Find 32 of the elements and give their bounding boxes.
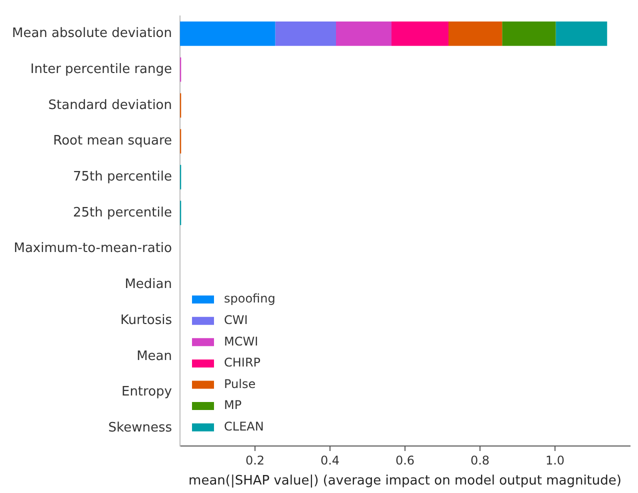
x-tick-label: 1.0 [545, 453, 565, 468]
bar [180, 22, 276, 46]
bar [556, 22, 608, 46]
y-tick-label: 25th percentile [72, 205, 172, 220]
legend-label: MP [224, 398, 242, 412]
bar [392, 22, 448, 46]
y-tick-label: Mean absolute deviation [12, 26, 172, 42]
legend-label: Pulse [224, 376, 256, 391]
x-tick-label: 0.2 [245, 453, 265, 468]
x-axis-title: mean(|SHAP value|) (average impact on model output magnitude) [188, 474, 622, 489]
bar [336, 22, 392, 46]
y-tick-label: Kurtosis [120, 312, 172, 328]
bar [502, 22, 556, 46]
legend-label: spoofing [224, 292, 276, 306]
legend-label: CLEAN [224, 419, 264, 434]
x-tick-label: 0.4 [320, 453, 340, 468]
y-tick-label: Mean [136, 348, 172, 364]
y-tick-label: Inter percentile range [30, 62, 172, 77]
legend-label: MCWI [224, 334, 258, 348]
y-tick-label: Skewness [108, 420, 172, 436]
y-tick-label: Entropy [121, 384, 172, 400]
x-tick-label: 0.8 [470, 453, 490, 468]
bar [448, 22, 502, 46]
y-tick-label: Maximum-to-mean-ratio [14, 241, 172, 256]
y-tick-label: Root mean square [53, 134, 172, 149]
bar [275, 22, 336, 46]
legend-label: CWI [224, 312, 248, 327]
y-tick-label: Median [124, 277, 172, 292]
y-tick-label: Standard deviation [48, 98, 172, 113]
y-tick-label: 75th percentile [72, 170, 172, 184]
x-tick-label: 0.6 [395, 453, 415, 468]
legend-label: CHIRP [224, 356, 261, 370]
